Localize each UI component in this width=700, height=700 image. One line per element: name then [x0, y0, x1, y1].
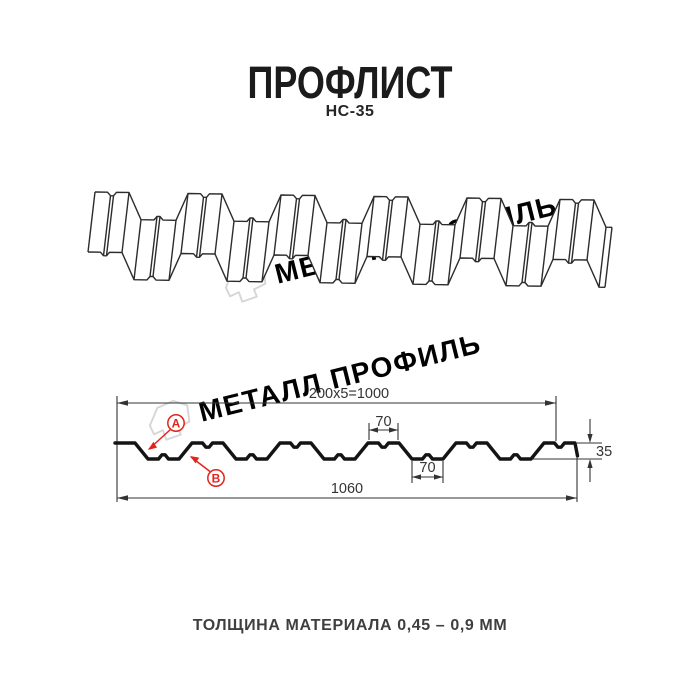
- profile-model: НС-35: [325, 103, 375, 120]
- dim-top-flange: 70: [375, 414, 391, 430]
- label-a: А: [172, 416, 181, 430]
- dim-height: 35: [596, 444, 612, 460]
- face-label-letters: А В: [172, 416, 221, 485]
- dimension-texts: 200x5=1000 1060 70 70 35: [309, 386, 612, 497]
- profile-cross-section-line: [113, 441, 580, 461]
- label-b-circle: [207, 469, 225, 487]
- thickness-note: ТОЛЩИНА МАТЕРИАЛА 0,45 – 0,9 ММ: [192, 617, 508, 634]
- label-b-arrowhead: [190, 456, 200, 464]
- label-b: В: [212, 471, 221, 485]
- page-title: ПРОФЛИСТ: [247, 57, 453, 108]
- dim-overall-width: 1060: [331, 481, 363, 497]
- label-a-arrowhead: [148, 441, 157, 450]
- dim-total-pitch: 200x5=1000: [309, 386, 389, 402]
- dim-bottom-flange: 70: [419, 460, 435, 476]
- dimension-arrows: [117, 400, 593, 501]
